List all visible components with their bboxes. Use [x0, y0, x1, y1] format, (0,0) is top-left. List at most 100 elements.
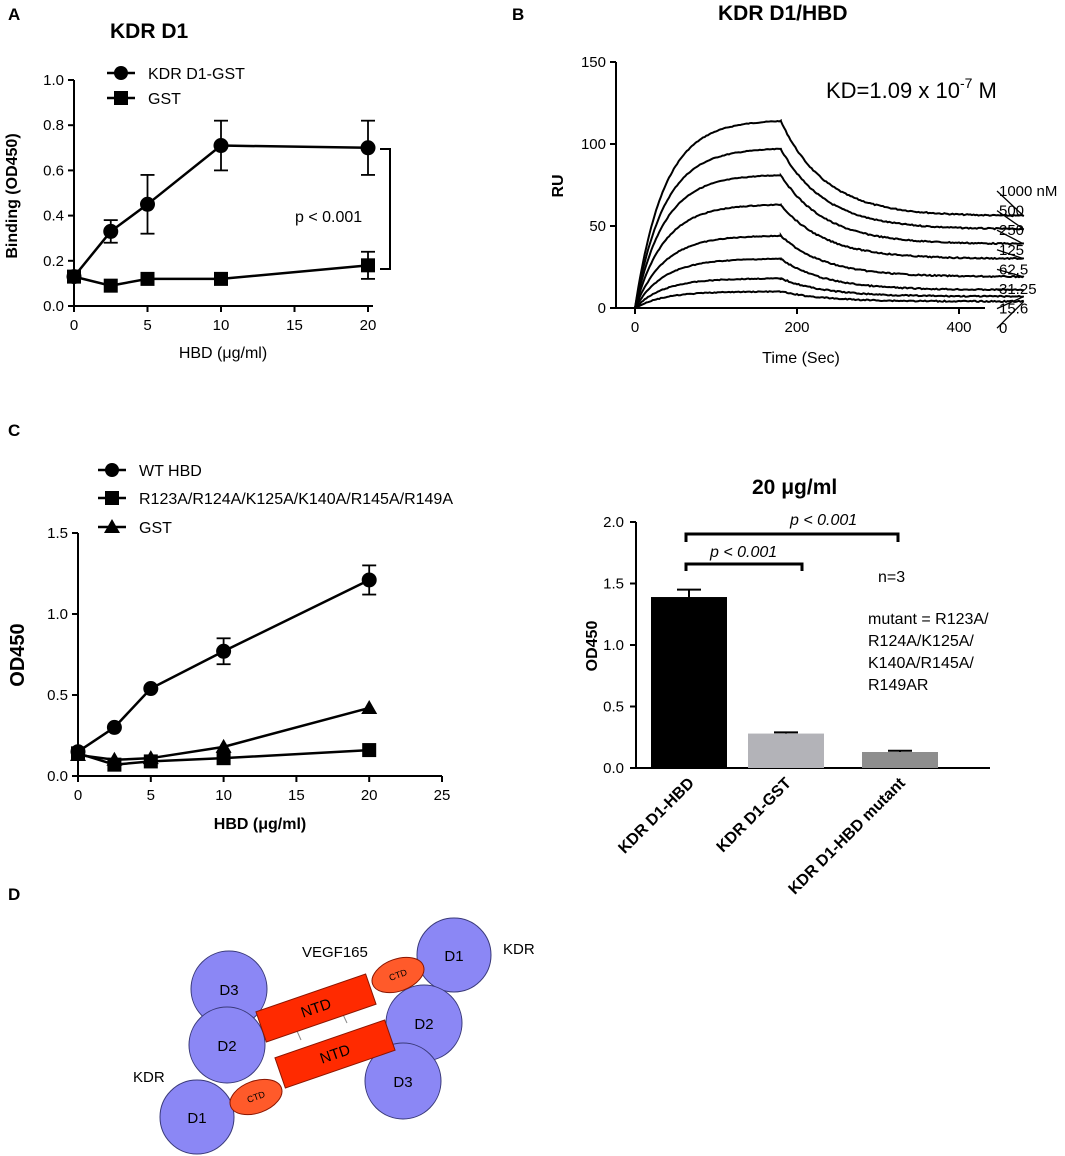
- p-value-inner: p < 0.001: [709, 544, 777, 561]
- x-tick-label: 15: [286, 317, 303, 334]
- panel-d-diagram: D VEGF165 KDR KDR D3 D2 D1 D2 D3 D1 NTD …: [8, 885, 535, 1155]
- bar-category-label: KDR D1-GST: [714, 775, 795, 856]
- x-tick-label: 0: [70, 317, 78, 334]
- y-tick-label: 2.0: [603, 514, 624, 531]
- concentration-label: 31.25: [999, 281, 1037, 298]
- concentration-label: 250: [999, 222, 1024, 239]
- y-tick-label: 1.5: [603, 576, 624, 593]
- panel-a-y-ticks: 0.0 0.2 0.4 0.6 0.8 1.0: [43, 72, 74, 315]
- legend-label-gst: GST: [148, 91, 181, 108]
- sensorgram-curve-7: [634, 290, 1024, 309]
- panel-d-letter: D: [8, 885, 20, 904]
- panel-a-significance-bracket: [380, 148, 391, 270]
- legend-label-wt-hbd: WT HBD: [139, 463, 202, 480]
- concentration-leader-line: [996, 268, 1024, 278]
- y-tick-label: 0.0: [47, 768, 68, 785]
- data-point-square: [67, 269, 81, 284]
- panel-b-x-label: Time (Sec): [762, 350, 840, 367]
- concentration-leader-line: [996, 229, 1025, 245]
- concentration-leader-line: [996, 190, 1025, 217]
- significance-bracket-outer: [684, 532, 900, 542]
- y-tick-label: 0.8: [43, 117, 64, 134]
- y-tick-label: 100: [581, 136, 606, 153]
- data-point-circle: [140, 196, 155, 212]
- d1-label-bottom: D1: [187, 1110, 206, 1127]
- data-point-triangle: [215, 738, 232, 753]
- sensorgram-curve-5: [634, 257, 1024, 309]
- panel-a-series: [66, 119, 376, 293]
- sensorgram-curve-6: [634, 277, 1025, 309]
- panel-a-title: KDR D1: [110, 20, 188, 43]
- legend-triangle-marker: [104, 519, 120, 533]
- panel-b-title: KDR D1/HBD: [718, 2, 848, 25]
- y-tick-label: 0.5: [47, 687, 68, 704]
- mutant-note-line-2: R124A/K125A/: [868, 633, 974, 650]
- kdr-label-top: KDR: [503, 941, 535, 958]
- x-tick-label: 10: [215, 787, 232, 804]
- kdr-bottom-d1-domain: [159, 1079, 235, 1155]
- ntd-block-top: [255, 973, 377, 1043]
- panel-c-y-label: OD450: [7, 623, 29, 686]
- panel-b-letter: B: [512, 5, 524, 24]
- kdr-label-bottom: KDR: [133, 1069, 165, 1086]
- panel-b-concentration-labels: 1000 nM 500 250 125 62.5 31.25 15.6 0: [996, 183, 1057, 337]
- kdr-bottom-d3-domain: [364, 1042, 442, 1120]
- y-tick-label: 0: [598, 300, 606, 317]
- concentration-leader-line: [996, 249, 1025, 260]
- x-tick-label: 5: [147, 787, 155, 804]
- mutant-note-line-1: mutant = R123A/: [868, 611, 989, 628]
- panel-c-x-label: HBD (μg/ml): [214, 816, 306, 833]
- data-point-triangle: [142, 750, 159, 765]
- y-tick-label: 1.0: [43, 72, 64, 89]
- y-tick-label: 1.0: [47, 606, 68, 623]
- y-tick-label: 0.4: [43, 208, 64, 225]
- concentration-label: 0: [999, 320, 1007, 337]
- kdr-top-d1-domain: [416, 917, 492, 993]
- d2-label-bottom: D2: [414, 1016, 433, 1033]
- data-point-circle: [103, 223, 119, 239]
- bar-chart-bars: [651, 588, 938, 768]
- concentration-label: 125: [999, 242, 1024, 259]
- bar-category-label: KDR D1-HBD mutant: [786, 774, 910, 898]
- legend-square-marker: [105, 491, 119, 505]
- data-point-circle: [361, 572, 377, 588]
- legend-label-mutant: R123A/R124A/K125A/K140A/R145A/R149A: [139, 491, 453, 508]
- data-point-square: [103, 278, 118, 293]
- data-point-circle: [143, 681, 159, 697]
- bar-1: [748, 733, 824, 768]
- panel-c-y-ticks: 0.0 0.5 1.0 1.5: [47, 525, 78, 785]
- x-tick-label: 0: [74, 787, 82, 804]
- x-tick-label: 10: [213, 317, 230, 334]
- x-tick-label: 200: [784, 319, 809, 336]
- data-point-square: [214, 271, 228, 286]
- sensorgram-curve-3: [634, 203, 1025, 309]
- panel-c-bar-chart: 20 μg/ml 0.0 0.5 1.0 1.5 2.0 OD450 KDR D1-HB…: [584, 476, 990, 898]
- y-tick-label: 50: [589, 218, 606, 235]
- sensorgram-curve-1: [634, 147, 1024, 309]
- panel-c-letter: C: [8, 421, 20, 440]
- d3-label-bottom: D3: [393, 1074, 412, 1091]
- x-tick-label: 25: [434, 787, 451, 804]
- data-point-circle: [106, 719, 122, 735]
- ctd-top: [371, 956, 425, 994]
- sensorgram-curve-0: [634, 119, 1025, 309]
- panel-c: C 0.0 0.5 1.0 1.5 0 5 10 15 20 25 OD450 HBD (μg/…: [7, 421, 453, 833]
- d2-label-top: D2: [217, 1038, 236, 1055]
- legend-label-gst: GST: [139, 520, 172, 537]
- concentration-leader-line: [996, 300, 1025, 329]
- vegf165-label: VEGF165: [302, 944, 368, 961]
- panel-b-y-ticks: 0 50 100 150: [581, 54, 616, 317]
- y-tick-label: 0.5: [603, 699, 624, 716]
- y-tick-label: 0.2: [43, 253, 64, 270]
- y-tick-label: 0.0: [603, 760, 624, 777]
- sensorgram-curve-2: [634, 172, 1024, 309]
- legend-circle-marker: [114, 66, 128, 80]
- legend-circle-marker: [105, 463, 119, 477]
- legend-square-marker: [114, 91, 128, 105]
- bar-0: [651, 597, 727, 768]
- concentration-label: 62.5: [999, 261, 1028, 278]
- x-tick-label: 0: [631, 319, 639, 336]
- panel-b-x-ticks: 0 200 400: [631, 308, 972, 336]
- concentration-label: 15.6: [999, 301, 1028, 318]
